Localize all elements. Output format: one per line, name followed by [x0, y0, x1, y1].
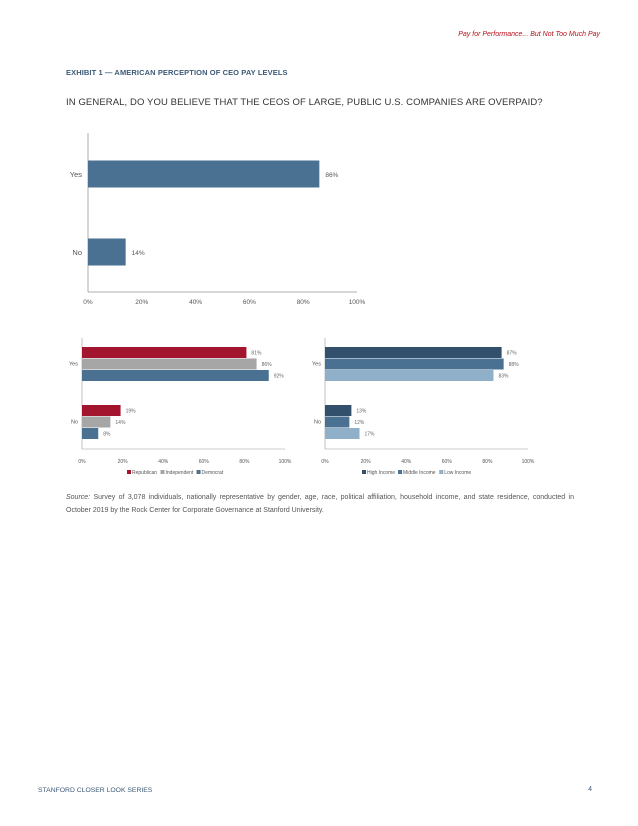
legend-label-republican: Republican: [132, 470, 157, 476]
data-label-democrat-yes: 92%: [274, 374, 285, 380]
x-tick-label: 40%: [401, 459, 412, 465]
bar-middle-income-no: [325, 416, 350, 428]
x-tick-label: 40%: [189, 299, 202, 306]
x-tick-label: 0%: [83, 299, 93, 306]
data-label-yes: 86%: [325, 172, 338, 179]
data-label-no: 14%: [132, 250, 145, 257]
x-tick-label: 100%: [522, 459, 535, 465]
x-tick-label: 80%: [297, 299, 310, 306]
data-label-high-income-yes: 87%: [507, 351, 518, 357]
legend-swatch-independent: [160, 470, 165, 474]
chart-by-income: Yes 87% 88%83% No 13% 12%17% 0% 20% 40% 60% 80% 100…: [312, 338, 535, 476]
data-label-independent-yes: 86%: [262, 362, 273, 368]
legend-label-democrat: Democrat: [202, 470, 224, 476]
legend-label-low-income: Low Income: [444, 470, 471, 476]
x-tick-label: 0%: [78, 459, 86, 465]
x-tick-label: 60%: [243, 299, 256, 306]
source-label: Source:: [66, 494, 91, 501]
x-tick-label: 100%: [349, 299, 366, 306]
category-label-no: No: [71, 420, 78, 426]
legend-swatch-middle-income: [398, 470, 403, 474]
bar-democrat-no: [82, 428, 99, 439]
category-label-yes: Yes: [69, 362, 78, 368]
running-head: Pay for Performance... But Not Too Much …: [458, 31, 600, 38]
x-tick-label: 20%: [135, 299, 148, 306]
page-number: 4: [588, 786, 592, 793]
category-label-no: No: [72, 248, 82, 257]
data-label-democrat-no: 8%: [103, 432, 111, 438]
survey-question: IN GENERAL, DO YOU BELIEVE THAT THE CEOS…: [66, 97, 543, 108]
x-tick-label: 80%: [482, 459, 493, 465]
data-label-republican-no: 19%: [126, 409, 137, 415]
x-tick-label: 60%: [442, 459, 453, 465]
bar-democrat-yes: [82, 370, 269, 381]
data-label-low-income-no: 17%: [365, 432, 376, 438]
x-tick-label: 0%: [321, 459, 329, 465]
legend-swatch-high-income: [362, 470, 366, 474]
source-text: Survey of 3,078 individuals, nationally …: [66, 494, 574, 514]
exhibit-title: EXHIBIT 1 — AMERICAN PERCEPTION OF CEO P…: [66, 68, 288, 77]
bar-high-income-yes: [325, 347, 502, 358]
x-tick-label: 100%: [279, 459, 292, 465]
legend-swatch-democrat: [196, 470, 201, 474]
bar-republican-yes: [82, 347, 247, 358]
data-label-middle-income-yes: 88%: [509, 362, 520, 368]
data-label-independent-no: 14%: [115, 420, 126, 426]
bar-low-income-yes: [325, 370, 494, 381]
bar-yes: [88, 160, 320, 188]
category-label-no: No: [314, 420, 321, 426]
data-label-middle-income-no: 12%: [354, 420, 365, 426]
bar-independent-yes: [82, 358, 257, 370]
bar-no: [88, 238, 126, 266]
x-tick-label: 40%: [158, 459, 169, 465]
chart-overall: Yes 86% No 14% 0% 20% 40% 60% 80% 100%: [70, 133, 366, 306]
category-label-yes: Yes: [70, 170, 82, 179]
legend-swatch-republican: [127, 470, 131, 474]
bar-high-income-no: [325, 405, 352, 416]
bar-low-income-no: [325, 428, 360, 439]
x-tick-label: 20%: [361, 459, 372, 465]
bar-middle-income-yes: [325, 358, 504, 370]
legend-swatch-low-income: [439, 470, 444, 474]
bar-republican-no: [82, 405, 121, 416]
source-note: Source: Survey of 3,078 individuals, nat…: [66, 491, 574, 517]
data-label-low-income-yes: 83%: [498, 374, 509, 380]
footer-series-name: STANFORD CLOSER LOOK SERIES: [38, 787, 153, 794]
legend-label-middle-income: Middle Income: [403, 470, 436, 476]
data-label-republican-yes: 81%: [251, 351, 262, 357]
x-tick-label: 20%: [118, 459, 129, 465]
data-label-high-income-no: 13%: [356, 409, 367, 415]
legend-label-high-income: High Income: [367, 470, 395, 476]
x-tick-label: 80%: [239, 459, 250, 465]
x-tick-label: 60%: [199, 459, 210, 465]
category-label-yes: Yes: [312, 362, 321, 368]
bar-independent-no: [82, 416, 111, 428]
legend-label-independent: Independent: [166, 470, 194, 476]
chart-by-party: Yes 81%86%92% No 19%14% 8% 0% 20% 40% 60% 80% 100%…: [69, 338, 292, 476]
